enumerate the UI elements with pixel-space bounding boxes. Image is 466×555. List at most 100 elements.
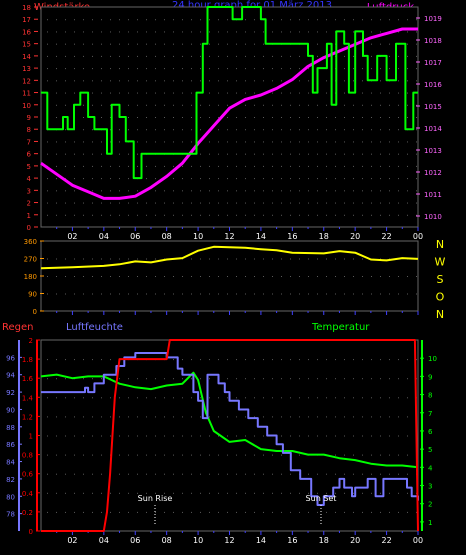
time-tick-label: 22	[381, 232, 391, 241]
time-tick-label: 22	[381, 536, 391, 545]
axis-tick-label: 0	[33, 308, 37, 316]
time-tick-label: 14	[256, 536, 266, 545]
axis-tick-label: 2	[29, 337, 33, 345]
axis-tick-label: 15	[22, 41, 31, 49]
time-tick-label: 20	[350, 536, 360, 545]
panel-frame	[40, 339, 419, 532]
time-tick-label: 04	[99, 232, 109, 241]
time-axis: 02 04 06 08 10 12 14 16 18 20 22 00	[56, 531, 423, 545]
axis-tick-label: 9	[428, 373, 432, 381]
time-tick-label: 04	[99, 536, 109, 545]
axis-tick-label: 5	[27, 163, 31, 171]
axis-tick-label: 10	[22, 102, 31, 110]
axis-tick-label: 1014	[424, 125, 442, 133]
panel-frame	[40, 6, 419, 228]
axis-tick-label: 1011	[424, 191, 442, 199]
axis-tick-label: 1010	[424, 213, 442, 221]
time-tick-label: 16	[287, 536, 297, 545]
axis-tick-label: 1.8	[22, 356, 33, 364]
axis-tick-label: 94	[6, 372, 15, 380]
axis-tick-label: 0.6	[22, 471, 34, 479]
axis-tick-label: 82	[6, 476, 15, 484]
axis-tick-label: 0	[27, 224, 31, 232]
time-tick-label: 08	[162, 536, 172, 545]
axis-tick-label: 0	[29, 528, 33, 536]
axis-tick-label: 9	[27, 114, 31, 122]
time-tick-label: 14	[256, 232, 266, 241]
axis-tick-label: 5	[428, 446, 432, 454]
time-tick-label: 20	[350, 232, 360, 241]
axis-tick-label: 90	[28, 291, 37, 299]
time-tick-label: 18	[319, 536, 329, 545]
axis-tick-label: 4	[428, 464, 433, 472]
axis-tick-label: 1	[27, 212, 31, 220]
axis-tick-label: 0.8	[22, 452, 33, 460]
axis-tick-label: 1	[428, 519, 432, 527]
axis-tick-label: 13	[22, 65, 31, 73]
axis-tick-label: 1018	[424, 37, 442, 45]
axis-tick-label: 2	[27, 200, 31, 208]
axis-tick-label: 17	[22, 16, 31, 24]
compass-letter: N	[436, 238, 444, 251]
axis-tick-label: 6	[27, 151, 32, 159]
temperature-axis: 1 2 3 4 5 6 7 8 9 10	[420, 355, 437, 527]
axis-tick-label: 180	[24, 273, 37, 281]
time-tick-label: 06	[130, 232, 140, 241]
axis-tick-label: 0.4	[22, 490, 34, 498]
rain-title: Regen	[2, 322, 34, 333]
compass-letter: N	[436, 308, 444, 321]
axis-tick-label: 1015	[424, 103, 442, 111]
axis-tick-label: 1.4	[22, 394, 34, 402]
axis-tick-label: 86	[6, 441, 15, 449]
time-tick-label: 12	[224, 536, 234, 545]
time-tick-label: 00	[413, 536, 423, 545]
compass-letter: W	[435, 256, 446, 269]
axis-tick-label: 96	[6, 354, 15, 362]
axis-tick-label: 360	[24, 238, 37, 246]
axis-tick-label: 7	[428, 410, 432, 418]
wind-pressure-panel: 02 04 06 08 10 12 14 16 18 20 22 000123456789101112…	[22, 4, 442, 241]
axis-tick-label: 0.2	[22, 509, 33, 517]
wind-speed-line	[41, 6, 418, 180]
time-tick-label: 10	[193, 232, 203, 241]
axis-tick-label: 88	[6, 424, 15, 432]
rain-line	[41, 339, 419, 532]
grid-dots	[47, 19, 417, 216]
rain-axis: 0 0.2 0.4 0.6 0.8 1 1.2 1.4 1.6 1.8 2	[22, 337, 40, 536]
axis-tick-label: 6	[428, 428, 433, 436]
axis-tick-label: 1017	[424, 59, 442, 67]
wind-direction-panel: 0 90 180 270 360	[24, 238, 419, 316]
compass-letter: O	[436, 291, 445, 304]
axis-tick-label: 1	[29, 433, 33, 441]
time-tick-label: 02	[67, 536, 77, 545]
pressure-axis: 1010 1011 1012 1013 1014 1015 1016 1017 1018 1019	[416, 15, 442, 221]
axis-tick-label: 80	[6, 493, 15, 501]
direction-axis: 0 90 180 270 360	[24, 238, 44, 316]
sun-rise-label: Sun Rise	[138, 494, 173, 503]
axis-tick-label: 84	[6, 459, 15, 467]
time-tick-label: 00	[413, 232, 423, 241]
axis-tick-label: 8	[27, 126, 31, 134]
axis-tick-label: 16	[22, 28, 31, 36]
axis-tick-label: 3	[428, 483, 432, 491]
humidity-line	[41, 352, 419, 506]
time-tick-label: 06	[130, 536, 140, 545]
sun-set-label: Sun Set	[306, 494, 337, 503]
graph-title: 24 hour graph for 01 März 2013	[172, 0, 332, 11]
time-tick-label: 16	[287, 232, 297, 241]
axis-tick-label: 1.6	[22, 375, 34, 383]
panel-frame	[40, 240, 419, 312]
time-tick-label: 08	[162, 232, 172, 241]
time-tick-label: 12	[224, 232, 234, 241]
axis-tick-label: 3	[27, 187, 31, 195]
humidity-axis: 78 80 82 84 86 88 90 92 94 96	[6, 354, 22, 519]
rain-humidity-temperature-panel: 02 04 06 08 10 12 14 16 18 20 22 0000.20.40.60.811.…	[6, 337, 437, 545]
axis-tick-label: 12	[22, 77, 31, 85]
time-tick-label: 18	[319, 232, 329, 241]
time-axis: 02 04 06 08 10 12 14 16 18 20 22 00	[56, 227, 423, 241]
axis-tick-label: 18	[22, 4, 31, 12]
axis-tick-label: 14	[22, 53, 31, 61]
